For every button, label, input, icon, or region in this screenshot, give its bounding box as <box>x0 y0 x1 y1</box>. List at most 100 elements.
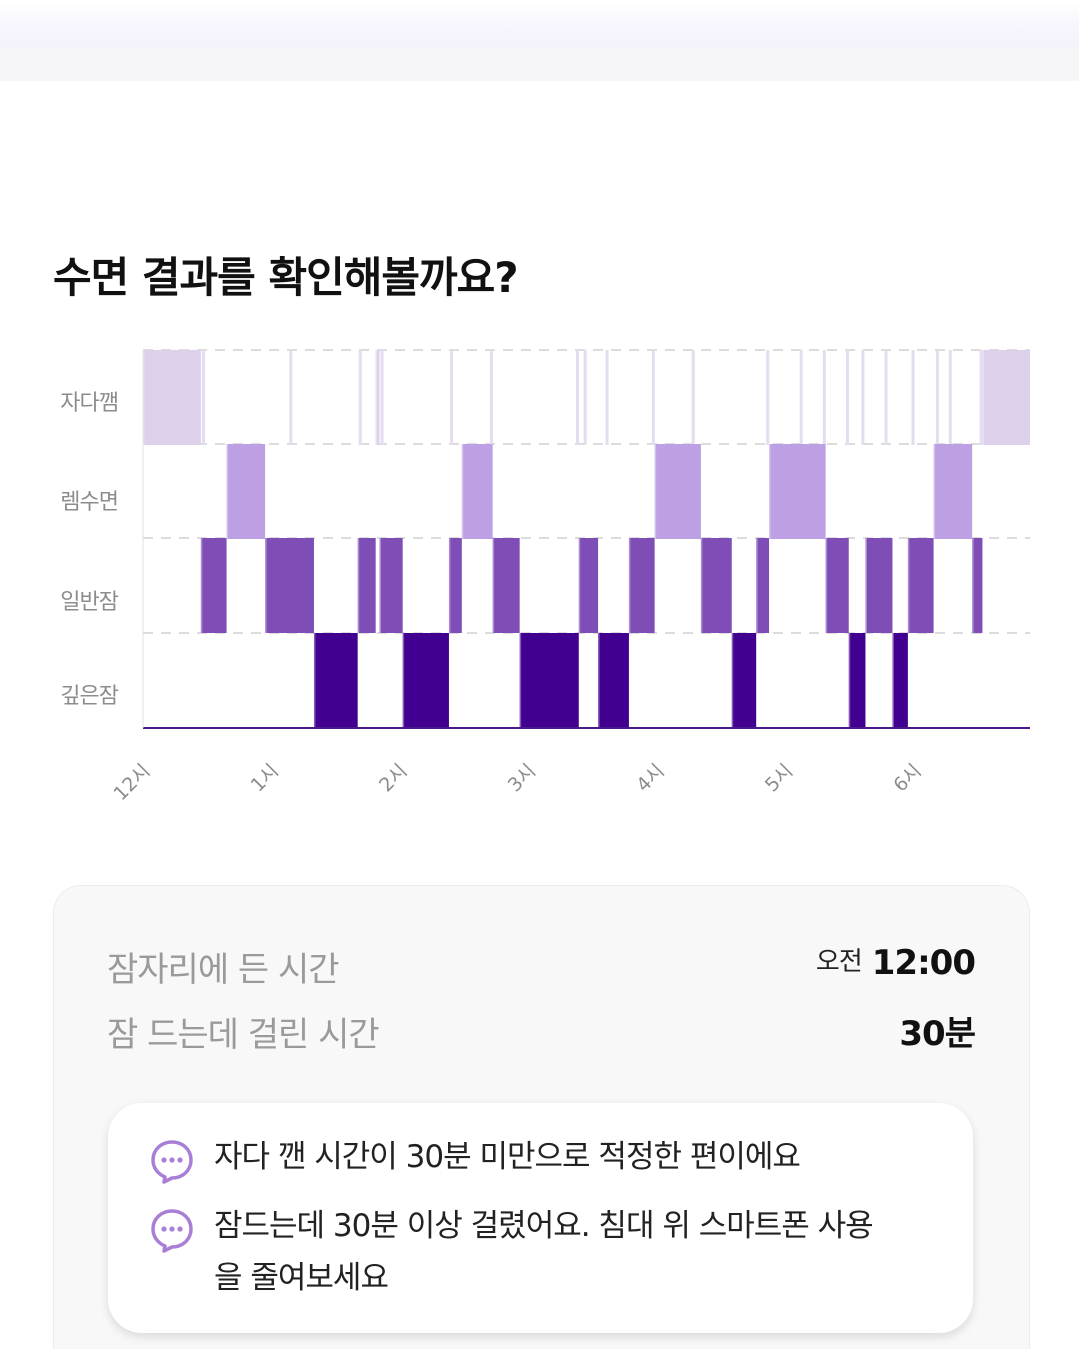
chart-bar-edge <box>628 538 631 633</box>
chart-bar-edge <box>825 538 828 633</box>
bedtime-value: 오전 12:00 <box>815 941 976 983</box>
chart-x-tick-label: 6시 <box>889 760 925 796</box>
chart-x-tick-label: 5시 <box>761 760 797 796</box>
chart-bar-edge <box>461 444 464 539</box>
chart-wake-tick <box>450 350 454 445</box>
chart-wake-tick <box>358 350 362 445</box>
chart-bar-edge <box>357 538 360 633</box>
chart-stage-bar <box>313 633 358 728</box>
sleep-latency-label: 잠 드는데 걸린 시간 <box>107 1015 380 1055</box>
chart-stage-bar <box>492 538 520 633</box>
chart-wake-tick <box>583 350 587 445</box>
chart-stage-bar <box>654 444 701 539</box>
chart-stage-bar <box>598 633 629 728</box>
chart-bar-edge <box>226 444 229 539</box>
chart-stage-bar <box>357 538 376 633</box>
chart-bar-edge <box>143 350 145 445</box>
chart-wake-tick <box>576 350 580 445</box>
chart-stage-bar <box>379 538 403 633</box>
chat-bubble-icon <box>151 1140 193 1184</box>
chart-wake-tick <box>201 350 205 445</box>
advice-item: 잠드는데 30분 이상 걸렸어요. 침대 위 스마트폰 사용을 줄여보세요 <box>148 1206 894 1304</box>
chart-bar-edge <box>756 538 758 633</box>
chart-bar-edge <box>448 538 451 633</box>
chart-stage-bar <box>933 444 973 539</box>
chart-x-tick-label: 2시 <box>375 760 411 796</box>
chart-wake-tick <box>799 350 803 445</box>
chart-stage-bar <box>226 444 266 539</box>
advice-text: 자다 깬 시간이 30분 미만으로 적정한 편이에요 <box>214 1139 801 1175</box>
chart-wake-tick <box>861 350 865 445</box>
chart-x-tick-label: 1시 <box>247 760 283 796</box>
stage-label-rem: 렘수면 <box>60 490 119 515</box>
chat-bubble-icon <box>151 1209 193 1253</box>
chart-bar-edge <box>731 633 734 728</box>
chart-stage-bar <box>700 538 732 633</box>
sleep-latency-value: 30분 <box>899 1014 976 1054</box>
page-title: 수면 결과를 확인해볼까요? <box>53 253 519 302</box>
chart-stage-bar <box>865 538 893 633</box>
chart-wake-tick <box>605 350 609 445</box>
chart-stage-bar <box>461 444 493 539</box>
bedtime-ampm: 오전 <box>815 947 863 977</box>
chart-bar-edge <box>700 538 703 633</box>
chart-wake-tick <box>289 350 293 445</box>
chart-bar-edge <box>492 538 495 633</box>
chart-wake-tick <box>766 350 770 445</box>
chart-stage-bar <box>825 538 849 633</box>
advice-box: 자다 깬 시간이 30분 미만으로 적정한 편이에요 잠드는데 30분 이상 걸… <box>108 1103 973 1333</box>
chart-stage-bar <box>200 538 227 633</box>
chart-bar-edge <box>375 350 378 445</box>
chart-wake-tick <box>651 350 655 445</box>
chart-bar-edge <box>313 633 316 728</box>
chart-wake-tick <box>845 350 849 445</box>
chart-bar-edge <box>402 633 405 728</box>
stage-label-awake: 자다깸 <box>60 391 119 416</box>
chart-bar-edge <box>654 444 657 539</box>
chart-stage-bar <box>519 633 579 728</box>
chart-wake-tick <box>489 350 493 445</box>
chart-stage-bar <box>143 350 201 445</box>
chart-stage-bar <box>628 538 655 633</box>
chart-stage-bar <box>892 633 908 728</box>
chart-stage-bar <box>756 538 770 633</box>
chart-bar-edge <box>972 538 974 633</box>
chart-bar-edge <box>982 350 984 445</box>
chart-stage-bar <box>448 538 462 633</box>
chart-stage-bar <box>402 633 449 728</box>
chart-bar-edge <box>200 538 203 633</box>
chart-wake-tick <box>380 350 384 445</box>
bedtime-time: 12:00 <box>871 943 976 983</box>
chart-stage-bar <box>731 633 757 728</box>
bedtime-label: 잠자리에 든 시간 <box>107 950 340 990</box>
chart-bar-edge <box>848 633 851 728</box>
chart-stage-bar <box>907 538 934 633</box>
chart-bar-edge <box>578 538 581 633</box>
chart-stage-bar <box>265 538 314 633</box>
chart-stage-bar <box>375 350 380 445</box>
chart-wake-tick <box>691 350 695 445</box>
chart-bar-edge <box>598 633 600 728</box>
advice-text: 잠드는데 30분 이상 걸렸어요. 침대 위 스마트폰 사용을 줄여보세요 <box>214 1208 874 1296</box>
chart-bar-edge <box>519 633 522 728</box>
chart-wake-tick <box>979 350 983 445</box>
chart-bar-edge <box>933 444 936 539</box>
chart-stage-bar <box>769 444 826 539</box>
chart-x-tick-label: 3시 <box>504 760 540 796</box>
chart-stage-bar <box>972 538 983 633</box>
chart-x-tick-label: 12시 <box>110 760 155 805</box>
chart-bar-edge <box>769 444 771 539</box>
chart-x-tick-label: 4시 <box>632 760 668 796</box>
top-fade <box>0 0 1079 48</box>
section-divider-band <box>0 48 1079 81</box>
chart-stage-bar <box>578 538 599 633</box>
chart-wake-tick <box>884 350 888 445</box>
chart-wake-tick <box>822 350 826 445</box>
chart-bar-edge <box>265 538 267 633</box>
chart-bar-edge <box>907 538 910 633</box>
advice-item: 자다 깬 시간이 30분 미만으로 적정한 편이에요 <box>148 1137 894 1185</box>
chart-wake-tick <box>948 350 952 445</box>
stage-label-deep: 깊은잠 <box>60 684 119 709</box>
chart-wake-tick <box>911 350 915 445</box>
sleep-stage-chart: 12시 1시 2시 3시 4시 5시 6시 <box>110 349 1030 805</box>
